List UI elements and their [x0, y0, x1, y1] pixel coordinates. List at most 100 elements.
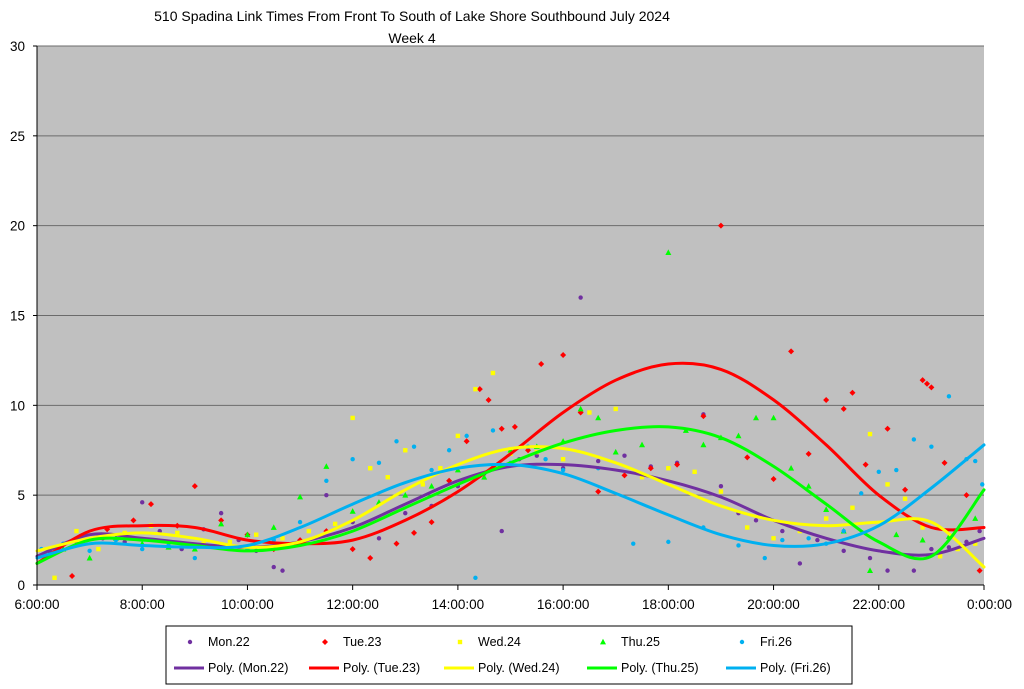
- data-point-tue-23: [919, 377, 926, 384]
- data-point-wed-24: [96, 546, 101, 552]
- data-point-tue-23: [69, 573, 76, 580]
- data-point-thu-25: [218, 520, 225, 527]
- data-point-thu-25: [919, 536, 926, 543]
- data-point-tue-23: [884, 425, 891, 432]
- data-point-thu-25: [972, 515, 979, 521]
- data-point-mon-22: [218, 510, 224, 516]
- data-point-wed-24: [718, 489, 724, 494]
- data-point-wed-24: [823, 516, 829, 521]
- data-point-tue-23: [538, 361, 545, 368]
- legend-box: [165, 625, 853, 685]
- data-point-tue-23: [463, 438, 470, 445]
- data-point-mon-22: [753, 518, 759, 523]
- trend-lines: [35, 361, 986, 569]
- x-tick-label: 6:00:00: [14, 597, 59, 612]
- data-point-wed-24: [613, 406, 618, 412]
- data-point-fri-26: [560, 467, 566, 473]
- data-point-tue-23: [498, 425, 505, 432]
- data-point-fri-26: [543, 457, 548, 462]
- x-tick-label: 8:00:00: [120, 597, 165, 612]
- data-point-tue-23: [147, 501, 154, 508]
- data-point-fri-26: [446, 448, 452, 453]
- data-point-wed-24: [403, 448, 408, 453]
- data-point-mon-22: [622, 453, 627, 458]
- data-point-tue-23: [849, 389, 856, 396]
- data-point-thu-25: [402, 491, 409, 498]
- data-point-tue-23: [428, 519, 435, 526]
- data-point-tue-23: [130, 517, 137, 524]
- chart-title: 510 Spadina Link Times From Front To Sou…: [154, 8, 670, 24]
- data-point-fri-26: [894, 467, 899, 473]
- data-point-wed-24: [74, 528, 79, 534]
- chart-subtitle: Week 4: [388, 30, 435, 46]
- data-point-wed-24: [771, 536, 776, 541]
- data-point-tue-23: [941, 459, 948, 466]
- data-point-wed-24: [332, 521, 338, 527]
- data-point-thu-25: [700, 441, 707, 448]
- x-axis-ticks: 6:00:00 8:00:00 10:00:00 12:00:00 14:00:00 16…: [14, 585, 1012, 612]
- data-point-wed-24: [867, 431, 873, 437]
- data-point-mon-22: [780, 528, 785, 534]
- data-point-wed-24: [587, 410, 592, 415]
- data-point-thu-25: [270, 524, 277, 530]
- data-point-wed-24: [306, 528, 312, 534]
- data-point-wed-24: [920, 525, 925, 530]
- data-point-tue-23: [840, 405, 847, 412]
- data-point-wed-24: [227, 539, 233, 545]
- data-point-mon-22: [929, 546, 934, 552]
- data-point-tue-23: [744, 454, 751, 461]
- data-point-fri-26: [490, 428, 496, 433]
- data-point-mon-22: [324, 492, 329, 498]
- data-point-fri-26: [929, 444, 934, 449]
- data-point-fri-26: [780, 537, 785, 543]
- data-point-fri-26: [806, 536, 811, 541]
- x-tick-label: 16:00:00: [537, 597, 590, 612]
- data-point-tue-23: [823, 396, 830, 403]
- y-tick-label: 0: [17, 578, 25, 593]
- x-tick-label: 0:00:00: [967, 597, 1012, 612]
- data-point-fri-26: [473, 575, 478, 581]
- x-tick-label: 22:00:00: [852, 597, 905, 612]
- data-point-wed-24: [420, 482, 426, 487]
- data-point-fri-26: [876, 469, 881, 475]
- data-point-wed-24: [692, 469, 697, 475]
- data-point-thu-25: [770, 414, 777, 421]
- legend-trend-label-wed-24: Poly. (Wed.24): [478, 661, 560, 675]
- x-tick-label: 10:00:00: [221, 597, 274, 612]
- data-point-fri-26: [394, 439, 399, 444]
- data-point-tue-23: [485, 396, 492, 403]
- data-point-mon-22: [534, 453, 540, 458]
- data-point-mon-22: [595, 458, 601, 464]
- data-point-tue-23: [805, 450, 812, 457]
- data-point-mon-22: [499, 528, 504, 534]
- data-point-tue-23: [770, 475, 777, 482]
- data-point-thu-25: [428, 482, 435, 489]
- data-point-wed-24: [438, 466, 443, 471]
- data-point-tue-23: [525, 447, 532, 454]
- data-point-fri-26: [87, 548, 92, 554]
- data-point-tue-23: [393, 540, 400, 547]
- data-point-tue-23: [218, 517, 225, 524]
- y-tick-label: 15: [10, 309, 25, 324]
- data-point-fri-26: [411, 444, 417, 449]
- data-point-wed-24: [560, 457, 566, 462]
- legend-marker-tue-23: [322, 639, 328, 645]
- legend-trend-label-fri-26: Poly. (Fri.26): [760, 661, 831, 675]
- data-point-thu-25: [577, 405, 584, 412]
- data-point-mon-22: [977, 528, 982, 534]
- data-point-fri-26: [192, 555, 198, 561]
- data-point-tue-23: [924, 380, 931, 387]
- trend-line-fri-26: [35, 443, 986, 560]
- data-point-thu-25: [805, 482, 812, 489]
- data-point-tue-23: [700, 413, 707, 420]
- data-point-thu-25: [323, 463, 330, 469]
- data-point-wed-24: [937, 554, 943, 559]
- data-point-fri-26: [376, 460, 382, 466]
- data-point-mon-22: [140, 500, 145, 505]
- data-point-wed-24: [368, 466, 373, 471]
- y-tick-label: 20: [10, 219, 25, 234]
- data-point-wed-24: [455, 433, 461, 439]
- data-point-thu-25: [612, 448, 619, 455]
- data-point-fri-26: [140, 546, 145, 552]
- data-point-fri-26: [464, 433, 469, 439]
